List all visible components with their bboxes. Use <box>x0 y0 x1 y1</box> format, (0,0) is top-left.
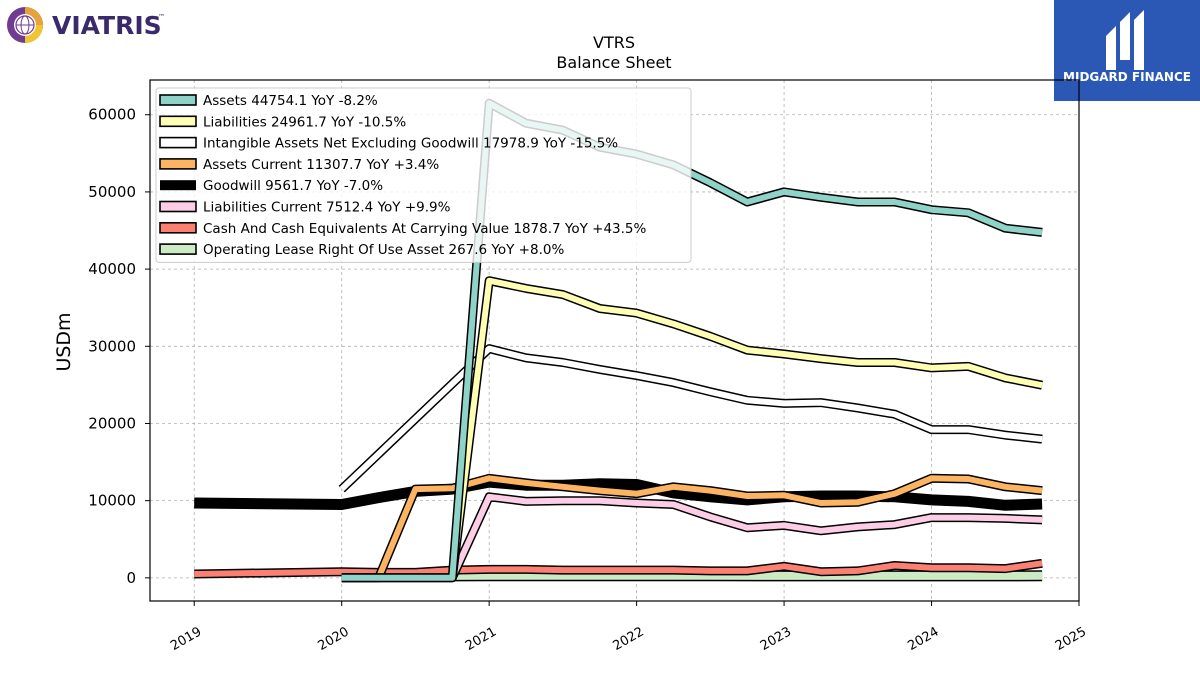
y-tick-label: 10000 <box>88 492 136 510</box>
x-tick-label: 2025 <box>1053 624 1089 654</box>
legend-swatch <box>160 180 196 191</box>
legend-item: Liabilities Current 7512.4 YoY +9.9% <box>159 200 451 216</box>
series-line <box>194 560 1043 577</box>
company-logo: VIATRIS ™ <box>4 3 169 49</box>
legend-swatch <box>159 115 197 128</box>
legend-label: Goodwill 9561.7 YoY -7.0% <box>203 178 383 194</box>
sponsor-logo: MIDGARD FINANCE <box>1054 0 1200 101</box>
x-tick-label: 2023 <box>758 624 794 654</box>
x-tick-label: 2024 <box>905 624 941 654</box>
legend-label: Assets Current 11307.7 YoY +3.4% <box>203 157 439 173</box>
legend: Assets 44754.1 YoY -8.2% Liabilities 2496… <box>155 87 692 263</box>
series-line <box>339 345 1043 492</box>
company-logo-graphic: VIATRIS ™ <box>7 7 165 43</box>
y-tick-label: 40000 <box>88 260 136 278</box>
legend-label: Assets 44754.1 YoY -8.2% <box>203 93 378 109</box>
legend-swatch <box>159 243 197 255</box>
legend-swatch <box>159 94 197 106</box>
legend-swatch <box>159 136 197 149</box>
y-axis-label: USDm <box>53 312 75 371</box>
y-tick-label: 50000 <box>88 183 136 201</box>
chart-subtitle: Balance Sheet <box>556 53 671 72</box>
legend-item: Operating Lease Right Of Use Asset 267.6… <box>159 242 564 258</box>
plot-frame <box>149 79 1080 602</box>
legend-item: Goodwill 9561.7 YoY -7.0% <box>160 178 383 194</box>
chart-title: VTRS <box>593 33 635 52</box>
series-line <box>341 100 1043 581</box>
legend-swatch <box>159 222 197 234</box>
x-tick-label: 2021 <box>463 624 499 654</box>
legend-label: Liabilities 24961.7 YoY -10.5% <box>203 114 406 130</box>
x-tick-label: 2020 <box>316 624 352 654</box>
series-2 <box>338 344 1043 493</box>
legend-label: Cash And Cash Equivalents At Carrying Va… <box>203 221 647 237</box>
y-tick-label: 20000 <box>88 414 136 432</box>
y-tick-label: 60000 <box>88 106 136 124</box>
sponsor-logo-graphic: MIDGARD FINANCE <box>1063 10 1191 84</box>
series-5 <box>448 492 1043 580</box>
legend-label: Liabilities Current 7512.4 YoY +9.9% <box>203 200 451 216</box>
legend-item: Cash And Cash Equivalents At Carrying Va… <box>159 221 647 237</box>
series-layer <box>194 98 1043 583</box>
legend-label: Intangible Assets Net Excluding Goodwill… <box>203 136 618 152</box>
legend-label: Operating Lease Right Of Use Asset 267.6… <box>203 242 564 258</box>
sponsor-logo-text: MIDGARD FINANCE <box>1063 70 1191 84</box>
legend-swatch <box>159 200 197 213</box>
sponsor-emblem-icon <box>1106 10 1144 70</box>
legend-item: Liabilities 24961.7 YoY -10.5% <box>159 114 406 130</box>
y-tick-label: 30000 <box>88 337 136 355</box>
series-0 <box>341 98 1043 583</box>
y-tick-label: 0 <box>126 569 136 587</box>
company-logo-text: VIATRIS <box>52 11 162 40</box>
legend-item: Assets Current 11307.7 YoY +3.4% <box>159 157 439 173</box>
x-tick-label: 2022 <box>610 624 646 654</box>
legend-swatch <box>159 158 197 170</box>
x-tick-label: 2019 <box>168 624 204 654</box>
legend-item: Assets 44754.1 YoY -8.2% <box>159 93 378 109</box>
series-6 <box>194 558 1043 579</box>
legend-box <box>155 87 692 263</box>
company-logo-tm: ™ <box>158 13 165 21</box>
series-line <box>449 493 1043 580</box>
legend-item: Intangible Assets Net Excluding Goodwill… <box>159 136 618 152</box>
